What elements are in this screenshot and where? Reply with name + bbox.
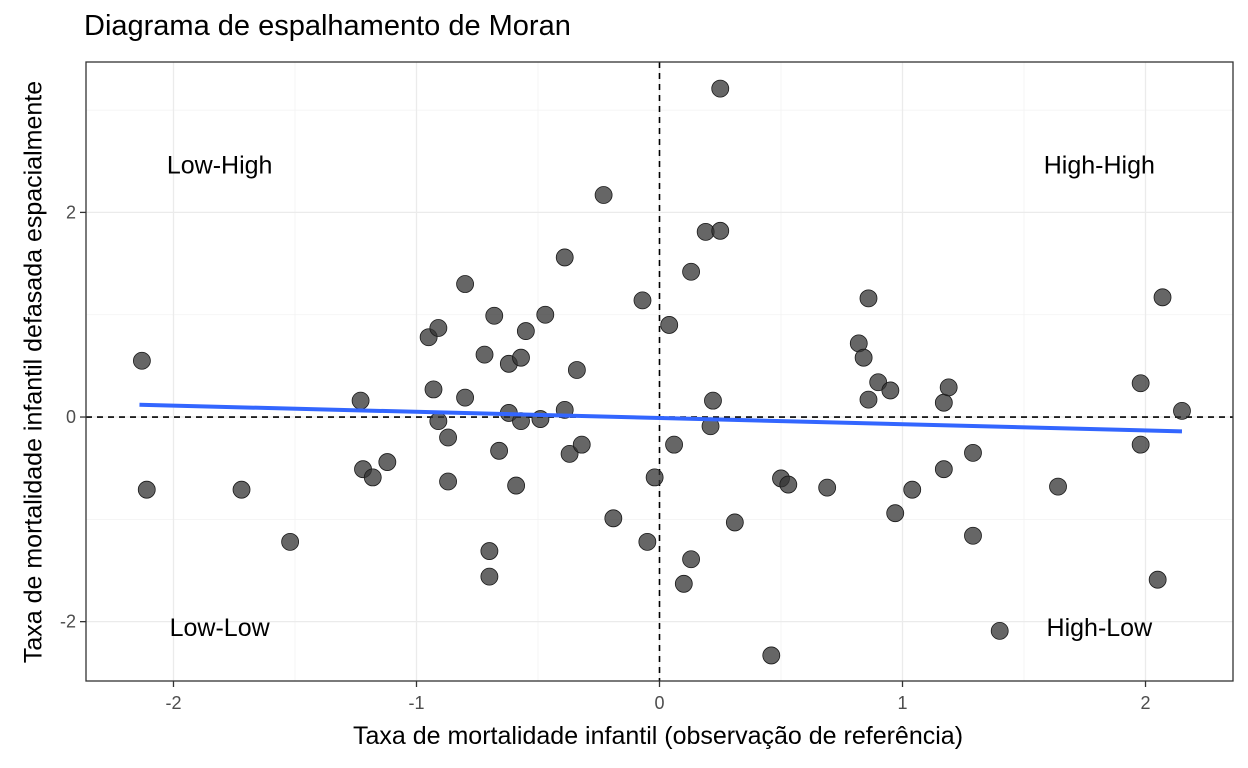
data-point <box>939 378 958 397</box>
data-point <box>572 435 591 454</box>
data-point <box>674 574 693 593</box>
data-point <box>1049 477 1067 496</box>
data-point <box>351 391 370 410</box>
data-point <box>633 291 652 310</box>
data-point <box>132 351 151 370</box>
data-point <box>1131 435 1150 454</box>
data-point <box>711 79 730 98</box>
axis-ticks: -2 -1 0 1 2 -2 0 2 <box>60 202 1151 713</box>
quadrant-label: High-Low <box>1047 614 1154 642</box>
x-tick-label: -1 <box>408 693 424 713</box>
data-point <box>555 248 574 267</box>
data-point <box>859 289 878 308</box>
data-point <box>964 443 982 462</box>
data-point <box>1148 570 1167 589</box>
data-point <box>604 509 623 528</box>
data-point <box>1131 374 1150 393</box>
data-point <box>281 532 300 551</box>
x-tick-label: 1 <box>898 693 908 713</box>
data-point <box>886 504 905 523</box>
y-tick-label: 0 <box>66 407 76 427</box>
data-point <box>429 319 448 337</box>
data-point <box>725 513 744 532</box>
data-point <box>934 460 953 479</box>
data-point <box>818 478 837 497</box>
y-axis-label: Taxa de mortalidade infantil defasada es… <box>19 80 48 664</box>
data-point <box>490 441 509 460</box>
data-point <box>682 262 700 281</box>
chart-title: Diagrama de espalhamento de Moran <box>84 10 571 42</box>
data-point <box>854 348 873 367</box>
data-point <box>934 393 953 412</box>
data-point <box>439 472 457 491</box>
x-tick-label: 0 <box>654 693 664 713</box>
data-point <box>964 526 982 545</box>
data-point <box>512 348 530 367</box>
y-tick-label: -2 <box>60 612 76 632</box>
data-point <box>665 435 683 454</box>
quadrant-labels: Low-High High-High Low-Low High-Low <box>167 151 1155 641</box>
data-point <box>480 542 499 560</box>
data-point <box>903 480 922 499</box>
data-point <box>645 468 664 487</box>
data-point <box>560 444 579 463</box>
quadrant-label: High-High <box>1044 151 1155 179</box>
data-point <box>762 646 781 665</box>
data-point <box>429 412 448 431</box>
data-point <box>536 305 555 324</box>
data-point <box>638 532 657 551</box>
data-point <box>1153 288 1172 307</box>
data-point <box>456 388 474 407</box>
data-point <box>456 275 474 293</box>
data-point <box>516 322 535 340</box>
y-tick-label: 2 <box>66 202 76 222</box>
data-point <box>439 428 457 447</box>
data-point <box>990 621 1009 640</box>
x-tick-label: 2 <box>1141 693 1151 713</box>
data-point <box>378 453 397 471</box>
data-point <box>485 306 504 325</box>
quadrant-label: Low-Low <box>170 614 271 642</box>
fit-line-layer <box>139 402 1183 434</box>
data-point <box>594 186 613 204</box>
data-point <box>480 567 499 586</box>
data-point <box>711 221 730 240</box>
fit-line <box>139 402 1183 434</box>
data-point <box>682 550 700 569</box>
data-point <box>507 476 526 495</box>
data-point <box>881 381 900 400</box>
quadrant-label: Low-High <box>167 151 273 179</box>
data-point <box>1173 401 1191 420</box>
data-point <box>859 390 878 409</box>
data-point <box>475 345 494 364</box>
x-tick-label: -2 <box>165 693 181 713</box>
data-points <box>132 79 1191 665</box>
data-point <box>424 380 443 399</box>
data-point <box>137 480 156 499</box>
data-point <box>232 480 251 499</box>
data-point <box>567 361 586 379</box>
data-point <box>704 391 722 410</box>
data-point <box>779 475 798 494</box>
x-axis-label: Taxa de mortalidade infantil (observação… <box>352 722 964 750</box>
data-point <box>660 316 679 334</box>
data-point <box>363 468 382 487</box>
